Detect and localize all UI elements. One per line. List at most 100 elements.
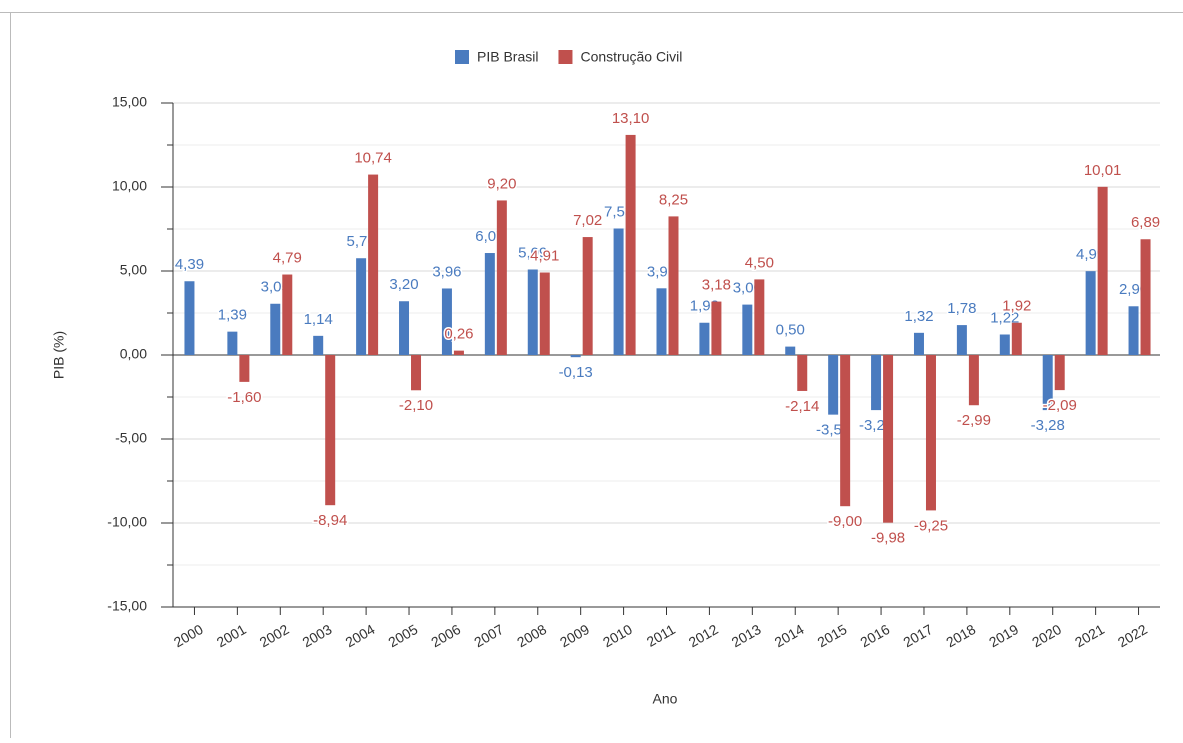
bar xyxy=(570,355,581,358)
bar xyxy=(411,355,422,391)
value-label: -9,98 xyxy=(871,530,905,547)
value-label: -8,94 xyxy=(313,512,347,529)
bar xyxy=(496,200,507,355)
y-tick-label: 15,00 xyxy=(112,94,147,110)
x-tick-label: 2010 xyxy=(600,621,635,651)
x-tick-label: 2003 xyxy=(300,621,335,651)
x-tick-label: 2016 xyxy=(857,621,892,651)
bar xyxy=(239,355,250,382)
value-label: 0,26 xyxy=(444,326,473,343)
bar xyxy=(913,332,924,355)
bar xyxy=(613,228,624,355)
x-tick-label: 2005 xyxy=(385,621,420,651)
bar xyxy=(227,331,238,355)
value-label: 10,74 xyxy=(354,150,392,167)
x-tick-label: 2015 xyxy=(815,621,850,651)
bar xyxy=(656,288,667,355)
value-label: 0,50 xyxy=(776,322,805,339)
bar xyxy=(1128,306,1139,355)
bar xyxy=(840,355,851,507)
bar xyxy=(313,335,324,355)
bar xyxy=(527,269,538,355)
value-label: 1,14 xyxy=(304,311,333,328)
value-label: 1,32 xyxy=(904,308,933,325)
x-tick-label: 2018 xyxy=(943,621,978,651)
bar xyxy=(797,355,808,391)
legend-label: Construção Civil xyxy=(580,49,682,65)
value-label: 9,20 xyxy=(487,175,516,192)
value-label: -2,14 xyxy=(785,398,819,415)
bar xyxy=(999,334,1010,355)
bar xyxy=(484,253,495,355)
bar xyxy=(711,301,722,355)
x-axis-title: Ano xyxy=(653,691,678,707)
value-label: -2,09 xyxy=(1043,397,1077,414)
y-tick-label: -10,00 xyxy=(107,514,147,530)
value-label: 4,91 xyxy=(530,247,559,264)
y-tick-label: -15,00 xyxy=(107,598,147,614)
bar xyxy=(184,281,195,355)
bar xyxy=(282,274,293,355)
bar xyxy=(582,237,593,355)
value-label: 4,39 xyxy=(175,256,204,273)
x-tick-label: 2001 xyxy=(214,621,249,651)
bar xyxy=(325,355,336,506)
bar xyxy=(1042,355,1053,411)
value-label: 7,02 xyxy=(573,212,602,229)
value-label: -2,99 xyxy=(957,412,991,429)
bar xyxy=(356,258,367,355)
bar xyxy=(453,350,464,355)
bar xyxy=(625,134,636,355)
value-label: -0,13 xyxy=(559,364,593,381)
x-tick-label: 2020 xyxy=(1029,621,1064,651)
value-label: 3,20 xyxy=(389,276,418,293)
bar xyxy=(668,216,679,355)
bar xyxy=(828,355,839,415)
bar xyxy=(1097,186,1108,355)
value-label: 1,92 xyxy=(1002,298,1031,315)
value-label: 1,39 xyxy=(218,307,247,324)
y-axis-title: PIB (%) xyxy=(51,331,67,379)
value-label: 3,96 xyxy=(432,263,461,280)
x-tick-label: 2019 xyxy=(986,621,1021,651)
value-label: -1,60 xyxy=(227,389,261,406)
bar xyxy=(539,272,550,355)
legend-label: PIB Brasil xyxy=(477,49,538,65)
y-tick-label: 0,00 xyxy=(120,346,147,362)
y-tick-label: 10,00 xyxy=(112,178,147,194)
bar xyxy=(883,355,894,523)
x-tick-label: 2000 xyxy=(171,621,206,651)
bar xyxy=(742,304,753,355)
x-tick-label: 2009 xyxy=(557,621,592,651)
value-label: 1,78 xyxy=(947,300,976,317)
bar xyxy=(270,303,281,355)
value-label: 13,10 xyxy=(612,110,650,127)
bar xyxy=(968,355,979,406)
value-label: 6,89 xyxy=(1131,214,1160,231)
legend-swatch xyxy=(455,50,469,64)
bar xyxy=(871,355,882,411)
x-tick-label: 2007 xyxy=(471,621,506,651)
bar xyxy=(1011,322,1022,355)
x-tick-label: 2008 xyxy=(514,621,549,651)
value-label: -2,10 xyxy=(399,397,433,414)
x-tick-label: 2002 xyxy=(257,621,292,651)
x-tick-label: 2013 xyxy=(729,621,764,651)
bar xyxy=(699,322,710,355)
bar xyxy=(925,355,936,511)
value-label: 3,18 xyxy=(702,277,731,294)
bar xyxy=(785,346,796,355)
x-tick-label: 2014 xyxy=(772,621,807,651)
value-label: -9,25 xyxy=(914,517,948,534)
value-label: -9,00 xyxy=(828,513,862,530)
bar xyxy=(956,325,967,355)
x-tick-label: 2017 xyxy=(900,621,935,651)
bar xyxy=(368,174,379,355)
bar xyxy=(441,288,452,355)
bar xyxy=(1054,355,1065,391)
x-tick-label: 2004 xyxy=(342,621,377,651)
value-label: 8,25 xyxy=(659,191,688,208)
x-tick-label: 2012 xyxy=(686,621,721,651)
y-tick-label: 5,00 xyxy=(120,262,147,278)
